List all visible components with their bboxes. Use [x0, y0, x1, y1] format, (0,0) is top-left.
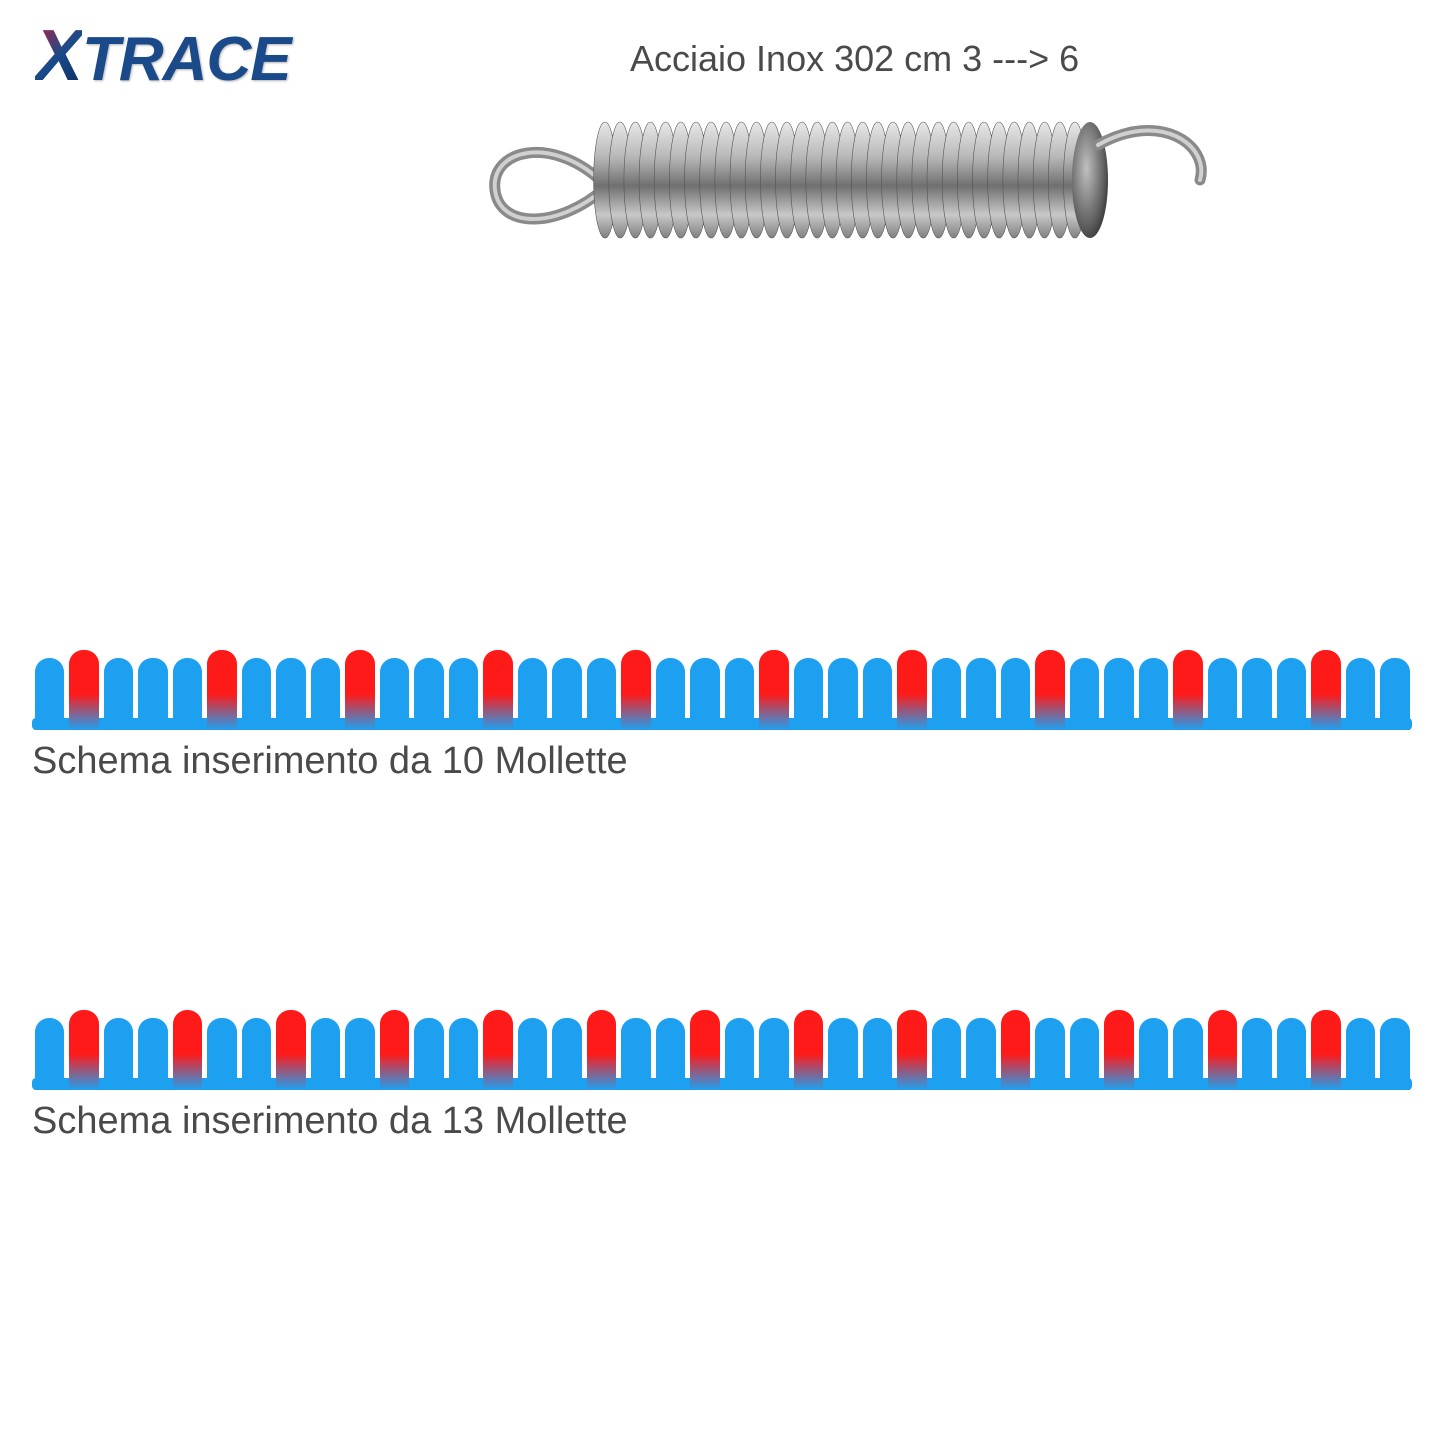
tooth-red	[1001, 1010, 1031, 1090]
tooth-blue	[1346, 658, 1376, 730]
tooth-blue	[932, 658, 962, 730]
tooth-blue	[1070, 1018, 1100, 1090]
tooth-red	[621, 650, 651, 730]
tooth-blue	[552, 1018, 582, 1090]
tooth-red	[1311, 650, 1341, 730]
tooth-blue	[863, 1018, 893, 1090]
tooth-blue	[587, 658, 617, 730]
tooth-red	[587, 1010, 617, 1090]
comb-base	[32, 1078, 1412, 1090]
logo-trace: TRACE	[82, 25, 291, 94]
tooth-blue	[966, 1018, 996, 1090]
tooth-red	[173, 1010, 203, 1090]
schema-13-label: Schema inserimento da 13 Mollette	[32, 1100, 1412, 1143]
tooth-blue	[207, 1018, 237, 1090]
tooth-blue	[1139, 658, 1169, 730]
tooth-blue	[1173, 1018, 1203, 1090]
tooth-red	[690, 1010, 720, 1090]
tooth-blue	[828, 658, 858, 730]
schema-13-section: Schema inserimento da 13 Mollette	[32, 1000, 1412, 1143]
tooth-blue	[759, 1018, 789, 1090]
tooth-red	[1208, 1010, 1238, 1090]
tooth-red	[1104, 1010, 1134, 1090]
tooth-blue	[35, 1018, 65, 1090]
tooth-blue	[1035, 1018, 1065, 1090]
tooth-blue	[621, 1018, 651, 1090]
tooth-blue	[449, 658, 479, 730]
tooth-blue	[725, 1018, 755, 1090]
tooth-red	[69, 650, 99, 730]
tooth-blue	[104, 1018, 134, 1090]
brand-logo: XTRACE	[35, 15, 291, 97]
tooth-blue	[1242, 1018, 1272, 1090]
tooth-red	[69, 1010, 99, 1090]
tooth-blue	[414, 1018, 444, 1090]
tooth-blue	[518, 1018, 548, 1090]
tooth-blue	[35, 658, 65, 730]
tooth-red	[483, 1010, 513, 1090]
tooth-blue	[828, 1018, 858, 1090]
schema-10-comb	[32, 640, 1412, 730]
tooth-blue	[449, 1018, 479, 1090]
tooth-blue	[1380, 1018, 1410, 1090]
tooth-blue	[1277, 658, 1307, 730]
tooth-blue	[966, 658, 996, 730]
tooth-red	[483, 650, 513, 730]
tooth-red	[1311, 1010, 1341, 1090]
tooth-blue	[311, 658, 341, 730]
tooth-blue	[138, 1018, 168, 1090]
tooth-red	[897, 1010, 927, 1090]
spring-spec-label: Acciaio Inox 302 cm 3 ---> 6	[630, 38, 1079, 80]
tooth-blue	[1242, 658, 1272, 730]
tooth-red	[276, 1010, 306, 1090]
tooth-red	[759, 650, 789, 730]
tooth-blue	[104, 658, 134, 730]
tooth-blue	[656, 1018, 686, 1090]
tooth-blue	[380, 658, 410, 730]
tooth-blue	[690, 658, 720, 730]
tooth-red	[345, 650, 375, 730]
tooth-blue	[1104, 658, 1134, 730]
schema-10-label: Schema inserimento da 10 Mollette	[32, 740, 1412, 783]
tooth-blue	[414, 658, 444, 730]
spring-illustration	[480, 90, 1220, 270]
tooth-blue	[518, 658, 548, 730]
tooth-blue	[656, 658, 686, 730]
schema-10-section: Schema inserimento da 10 Mollette	[32, 640, 1412, 783]
tooth-blue	[345, 1018, 375, 1090]
tooth-red	[794, 1010, 824, 1090]
tooth-blue	[1139, 1018, 1169, 1090]
tooth-red	[1173, 650, 1203, 730]
tooth-blue	[1208, 658, 1238, 730]
comb-base	[32, 718, 1412, 730]
tooth-blue	[552, 658, 582, 730]
tooth-blue	[863, 658, 893, 730]
tooth-blue	[242, 1018, 272, 1090]
logo-x: X	[35, 16, 82, 96]
tooth-blue	[173, 658, 203, 730]
tooth-blue	[276, 658, 306, 730]
tooth-blue	[138, 658, 168, 730]
tooth-red	[207, 650, 237, 730]
tooth-blue	[725, 658, 755, 730]
tooth-red	[380, 1010, 410, 1090]
tooth-blue	[1001, 658, 1031, 730]
tooth-blue	[311, 1018, 341, 1090]
schema-13-comb	[32, 1000, 1412, 1090]
tooth-red	[1035, 650, 1065, 730]
tooth-blue	[1380, 658, 1410, 730]
tooth-blue	[1346, 1018, 1376, 1090]
tooth-blue	[1277, 1018, 1307, 1090]
tooth-blue	[794, 658, 824, 730]
tooth-blue	[242, 658, 272, 730]
tooth-blue	[932, 1018, 962, 1090]
tooth-red	[897, 650, 927, 730]
tooth-blue	[1070, 658, 1100, 730]
